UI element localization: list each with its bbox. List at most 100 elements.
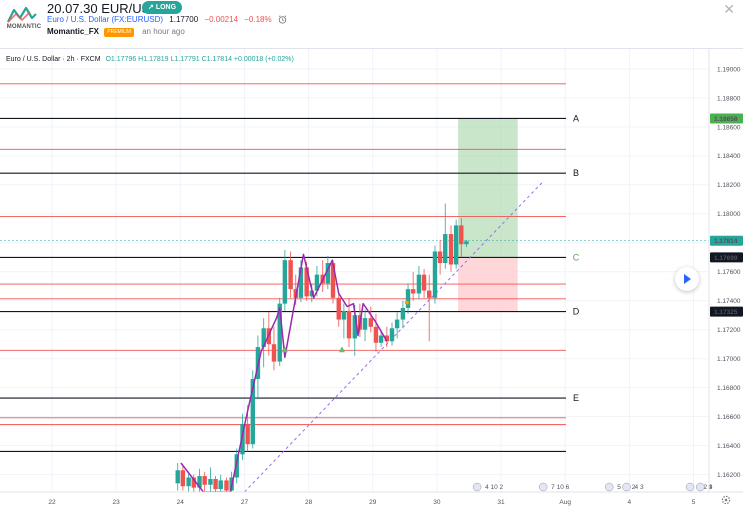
event-label: 7 10 6	[551, 484, 569, 491]
idea-header: MOMANTIC 20.07.30 EUR/USD ↗ LONG Euro / …	[0, 0, 743, 44]
publish-time: an hour ago	[142, 27, 185, 36]
author-name[interactable]: Momantic_FX	[47, 27, 100, 36]
candle-body	[405, 289, 411, 308]
logo-mark-icon	[7, 6, 37, 23]
price-axis-tick: 1.17400	[717, 298, 741, 305]
candle-body	[288, 260, 293, 290]
candle-body	[234, 454, 239, 478]
long-badge: ↗ LONG	[142, 1, 183, 14]
candle-body	[336, 297, 341, 320]
event-label: 4 10 2	[485, 484, 503, 491]
candle-body	[432, 251, 438, 298]
price-tag	[710, 113, 743, 124]
event-flag-icon	[696, 482, 705, 492]
candle-body	[368, 318, 374, 327]
event-flag-icon	[622, 482, 631, 492]
candle-body	[197, 476, 202, 488]
candle-body	[464, 241, 469, 245]
time-axis-tick: 5	[692, 499, 696, 506]
last-price: 1.17700	[169, 15, 199, 24]
level-label-E: E	[573, 393, 579, 403]
candle-body	[416, 274, 422, 294]
price-axis-tick: 1.18600	[717, 124, 741, 131]
trend-arrow-icon: ↗	[148, 4, 154, 11]
candle-body	[271, 344, 277, 362]
symbol-line: Euro / U.S. Dollar (FX:EURUSD) 1.17700 −…	[47, 15, 287, 24]
close-icon[interactable]: ✕	[723, 1, 735, 17]
level-label-B: B	[573, 168, 579, 178]
author-logo[interactable]: MOMANTIC	[2, 4, 42, 36]
level-label-D: D	[573, 307, 580, 317]
candle-body	[362, 318, 368, 330]
candle-body	[421, 274, 427, 291]
symbol-link[interactable]: Euro / U.S. Dollar (FX:EURUSD)	[47, 15, 164, 24]
candle-body	[304, 267, 309, 297]
event-flag-icon	[685, 482, 695, 492]
price-axis-tick: 1.18400	[717, 153, 741, 160]
legend-ohlc: O1.17796 H1.17819 L1.17791 C1.17814 +0.0…	[105, 56, 294, 63]
settings-gear-icon[interactable]	[721, 495, 731, 505]
candle-body	[191, 477, 196, 488]
candle-body	[378, 335, 384, 343]
chart-legend: Euro / U.S. Dollar · 2h · FXCM O1.17796 …	[6, 56, 294, 63]
price-axis-tick: 1.18200	[717, 182, 741, 189]
candle-body	[202, 476, 207, 485]
price-axis-tick: 1.16200	[717, 472, 741, 479]
price-axis-tick: 1.16800	[717, 385, 741, 392]
candle-body	[213, 478, 218, 490]
price-change: −0.00214	[204, 15, 239, 24]
candle-body	[309, 290, 315, 297]
candle-body	[261, 328, 266, 348]
price-tag	[710, 306, 743, 317]
alarm-clock-icon[interactable]	[278, 15, 287, 24]
event-flag-icon	[604, 482, 614, 492]
price-axis-tick: 1.16600	[717, 414, 741, 421]
candle-body	[443, 234, 448, 264]
event-label: 4	[708, 484, 712, 491]
candle-body	[453, 225, 459, 265]
candle-body	[240, 423, 245, 455]
play-button[interactable]	[675, 267, 699, 291]
candle-body	[208, 478, 213, 485]
price-change-percent: −0.18%	[244, 15, 272, 24]
candle-body	[384, 335, 390, 342]
candle-body	[448, 234, 454, 265]
event-label: 4 3	[635, 484, 644, 491]
candle-body	[410, 289, 416, 294]
event-flag-icon	[472, 482, 482, 492]
candle-body	[245, 423, 250, 445]
price-tag-label: 1.17699	[714, 255, 738, 262]
time-axis-tick: 4	[628, 499, 632, 506]
time-axis-tick: 24	[177, 499, 185, 506]
time-axis-tick: 27	[241, 499, 249, 506]
event-flag-icon	[538, 482, 548, 492]
candle-body	[224, 480, 229, 491]
candle-body	[459, 225, 464, 245]
price-axis-tick: 1.17200	[717, 327, 741, 334]
candle-body	[180, 470, 186, 487]
price-tag-label: 1.17814	[714, 238, 738, 245]
candle-body	[400, 307, 406, 320]
price-tag-label: 1.17325	[714, 309, 738, 316]
candle-body	[218, 480, 223, 490]
candle-body	[186, 477, 191, 487]
price-tag	[710, 252, 743, 263]
time-axis-tick: 23	[113, 499, 121, 506]
event-label: 1 2 3	[698, 484, 713, 491]
logo-text: MOMANTIC	[6, 24, 42, 30]
time-axis-tick: 22	[48, 499, 56, 506]
time-axis-tick: 31	[497, 499, 505, 506]
candle-body	[330, 263, 336, 298]
candle-body	[352, 315, 357, 339]
candle-body	[341, 310, 347, 320]
candle-body	[325, 263, 331, 284]
candle-body	[314, 274, 320, 291]
candle-body	[437, 251, 443, 264]
target-zone	[458, 118, 518, 258]
candle-body	[298, 267, 304, 298]
price-axis-tick: 1.18000	[717, 211, 741, 218]
author-line: Momantic_FX PREMIUM an hour ago	[47, 27, 185, 37]
candle-body	[427, 290, 432, 298]
